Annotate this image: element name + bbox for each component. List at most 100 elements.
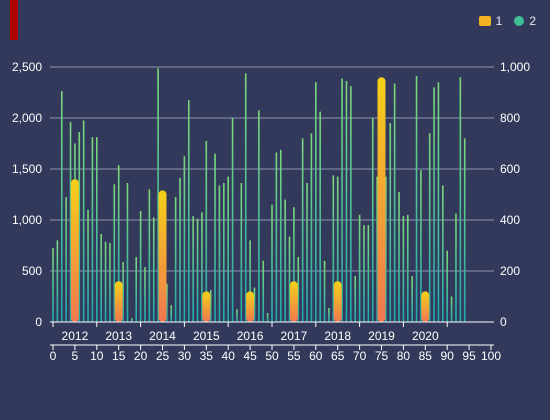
series-2-bar xyxy=(341,78,343,322)
x-bottom-tick-label: 80 xyxy=(397,349,411,363)
series-2-bar xyxy=(306,183,308,322)
legend-label-series-1: 1 xyxy=(495,14,503,28)
x-bottom-tick-label: 90 xyxy=(441,349,455,363)
series-2-bar xyxy=(389,123,392,322)
chart-legend[interactable]: 1 2 xyxy=(478,14,536,28)
series-2-bar xyxy=(437,82,440,322)
series-2-bar xyxy=(336,176,339,322)
x-top-tick-label: 2017 xyxy=(281,329,308,343)
series-2-bar xyxy=(244,73,247,322)
x-bottom-tick-label: 60 xyxy=(309,349,323,363)
y-left-tick-label: 500 xyxy=(22,264,42,278)
series-2-bar xyxy=(52,248,54,322)
series-1-bar xyxy=(289,281,298,322)
series-2-bar xyxy=(187,100,190,323)
legend-item-series-1[interactable]: 1 xyxy=(478,14,503,28)
x-bottom-tick-label: 85 xyxy=(419,349,433,363)
y-right-tick-label: 1,000 xyxy=(500,60,530,74)
series-2-bar xyxy=(205,140,208,322)
x-top-tick-label: 2015 xyxy=(193,329,220,343)
y-left-tick-label: 1,500 xyxy=(12,162,42,176)
series-2-bar xyxy=(288,236,291,322)
series-2-bar xyxy=(91,137,94,322)
series-2-bar xyxy=(179,177,181,322)
series-2-bar xyxy=(459,77,462,322)
series-2-bar xyxy=(227,176,229,322)
series-2-bar xyxy=(376,176,378,322)
series-2-bar xyxy=(415,75,418,322)
series-2-bar xyxy=(218,185,221,322)
y-left-tick-label: 2,500 xyxy=(12,60,42,74)
series-2-bar xyxy=(60,91,63,322)
series-2-bars xyxy=(52,68,466,323)
y-left-tick-label: 0 xyxy=(35,315,42,329)
series-2-bar xyxy=(406,214,409,322)
series-1-bar xyxy=(377,77,386,322)
series-2-bar xyxy=(393,83,396,322)
series-2-bar xyxy=(152,217,155,322)
series-2-bar xyxy=(122,262,124,322)
x-bottom-tick-label: 45 xyxy=(243,349,257,363)
series-2-bar xyxy=(126,183,129,322)
series-2-bar xyxy=(87,209,89,322)
series-2-bar xyxy=(319,111,321,322)
x-top-tick-label: 2016 xyxy=(237,329,264,343)
series-2-bar xyxy=(214,153,216,322)
series-2-bar xyxy=(371,118,374,322)
series-2-bar xyxy=(258,110,260,322)
series-2-bar xyxy=(183,156,186,322)
series-2-bar xyxy=(328,307,330,322)
x-top-tick-label: 2012 xyxy=(62,329,89,343)
series-2-bar xyxy=(367,225,370,322)
series-2-bar xyxy=(446,250,448,322)
series-1-bars xyxy=(70,77,430,322)
x-bottom-tick-label: 40 xyxy=(222,349,236,363)
x-bottom-tick-label: 20 xyxy=(134,349,148,363)
series-2-bar xyxy=(65,197,67,322)
series-2-bar xyxy=(420,170,422,322)
series-1-bar xyxy=(114,281,123,322)
series-2-bar xyxy=(117,165,120,322)
series-2-bar xyxy=(385,176,387,322)
series-2-bar xyxy=(249,240,251,322)
series-2-bar xyxy=(450,296,453,322)
y-left-tick-label: 1,000 xyxy=(12,213,42,227)
rounded-rect-icon xyxy=(478,16,491,26)
x-top-tick-label: 2020 xyxy=(412,329,439,343)
y-left-tick-label: 2,000 xyxy=(12,111,42,125)
series-2-bar xyxy=(240,183,243,322)
series-2-bar xyxy=(301,138,304,322)
series-2-bar xyxy=(170,305,173,322)
legend-item-series-2[interactable]: 2 xyxy=(514,14,536,28)
x-bottom-tick-label: 30 xyxy=(178,349,192,363)
x-top-tick-label: 2014 xyxy=(149,329,176,343)
x-bottom-tick-label: 25 xyxy=(156,349,170,363)
series-2-bar xyxy=(402,216,405,322)
series-2-bar xyxy=(350,86,352,322)
series-1-bar xyxy=(333,281,342,322)
x-bottom-tick-label: 75 xyxy=(375,349,389,363)
y-right-tick-label: 800 xyxy=(500,111,520,125)
x-bottom-tick-label: 55 xyxy=(287,349,301,363)
x-bottom-tick-label: 50 xyxy=(265,349,279,363)
series-2-bar xyxy=(109,242,111,322)
series-2-bar xyxy=(442,185,444,322)
series-2-bar xyxy=(411,276,413,322)
series-2-bar xyxy=(266,313,269,322)
x-bottom-tick-label: 10 xyxy=(90,349,104,363)
series-2-bar xyxy=(139,211,142,322)
series-2-bar xyxy=(104,241,107,322)
series-2-bar xyxy=(332,175,335,322)
series-2-bar xyxy=(157,68,159,323)
series-2-bar xyxy=(358,214,361,322)
series-2-bar xyxy=(131,318,133,322)
series-2-bar xyxy=(398,191,400,322)
series-2-bar xyxy=(354,276,357,322)
series-2-bar xyxy=(196,218,199,322)
series-2-bar xyxy=(345,81,348,323)
x-top-tick-label: 2019 xyxy=(368,329,395,343)
series-2-bar xyxy=(113,184,116,322)
x-bottom-tick-label: 95 xyxy=(462,349,476,363)
